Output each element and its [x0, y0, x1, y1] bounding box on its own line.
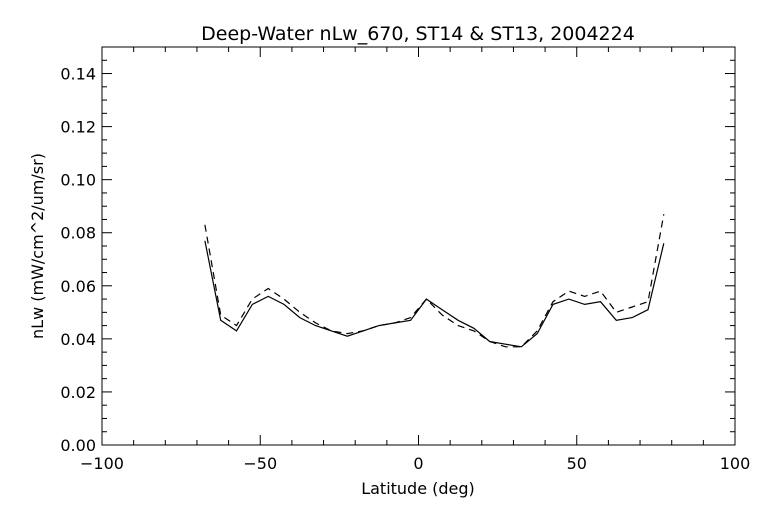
y-tick-label: 0.04: [60, 330, 96, 349]
axis-tick-labels: −100 −50 0 50 100 0.00 0.02 0.04 0.06 0.08 0.10 0.1…: [60, 65, 750, 473]
x-tick-label: 0: [413, 454, 423, 473]
series-line-solid: [204, 240, 665, 348]
y-tick-label: 0.14: [60, 65, 96, 84]
x-axis-label: Latitude (deg): [361, 479, 475, 498]
x-tick-label: −100: [80, 454, 124, 473]
x-tick-label: 50: [567, 454, 587, 473]
x-tick-label: 100: [720, 454, 751, 473]
y-tick-label: 0.02: [60, 383, 96, 402]
y-tick-label: 0.08: [60, 224, 96, 243]
plot-frame: [101, 46, 736, 446]
axis-ticks: [101, 46, 736, 446]
y-tick-label: 0.06: [60, 277, 96, 296]
x-tick-label: −50: [243, 454, 277, 473]
data-series: [204, 214, 665, 348]
series-line-dashed: [204, 214, 665, 348]
y-tick-label: 0.12: [60, 118, 96, 137]
y-tick-label: 0.10: [60, 171, 96, 190]
y-axis-label: nLw (mW/cm^2/um/sr): [28, 153, 47, 339]
chart-title: Deep-Water nLw_670, ST14 & ST13, 2004224: [201, 23, 635, 45]
y-tick-label: 0.00: [60, 436, 96, 455]
